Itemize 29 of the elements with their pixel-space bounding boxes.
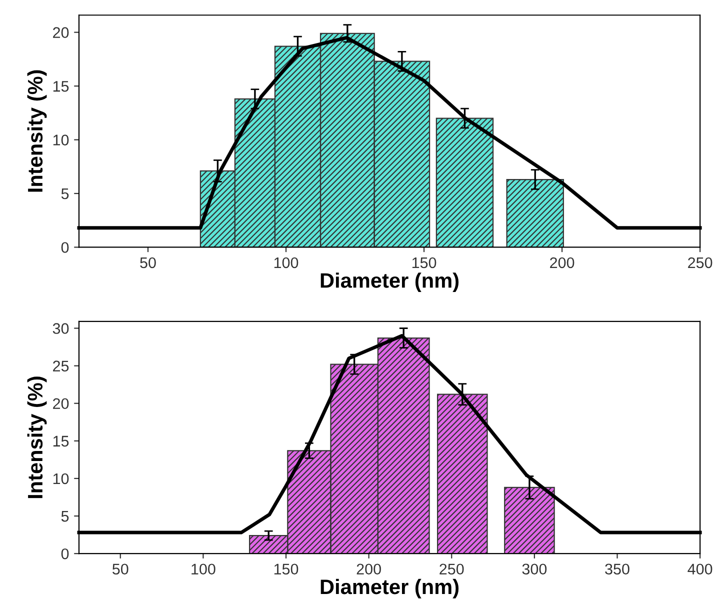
x-tick-label: 250 (440, 564, 464, 575)
x-tick-label: 150 (412, 257, 436, 268)
y-tick-label: 15 (53, 81, 69, 92)
x-tick-label: 300 (522, 564, 547, 575)
x-axis-title: Diameter (nm) (320, 272, 459, 292)
y-tick-label: 20 (53, 398, 69, 410)
x-tick-label: 400 (688, 564, 712, 575)
y-axis-title: Intensity (%) (27, 70, 47, 192)
y-tick-label: 10 (53, 134, 69, 146)
y-axis-title: Intensity (%) (27, 376, 47, 498)
y-tick-label: 15 (53, 436, 69, 447)
y-tick-label: 5 (61, 188, 69, 200)
y-tick-label: 30 (52, 323, 69, 334)
x-tick-label: 250 (688, 257, 712, 268)
y-tick-label: 5 (61, 511, 69, 522)
x-tick-label: 200 (550, 257, 574, 268)
x-tick-label: 100 (192, 564, 216, 575)
x-tick-label: 200 (356, 564, 381, 575)
y-tick-label: 0 (61, 548, 69, 560)
x-tick-label: 50 (112, 564, 128, 575)
x-tick-label: 350 (605, 564, 630, 575)
y-tick-label: 25 (53, 360, 69, 372)
y-tick-label: 20 (53, 27, 69, 38)
x-axis-title: Diameter (nm) (320, 578, 459, 598)
x-tick-label: 100 (274, 257, 298, 268)
y-tick-label: 0 (61, 242, 69, 253)
x-tick-label: 50 (140, 257, 156, 268)
y-tick-label: 10 (53, 473, 69, 484)
x-tick-label: 150 (274, 564, 298, 575)
